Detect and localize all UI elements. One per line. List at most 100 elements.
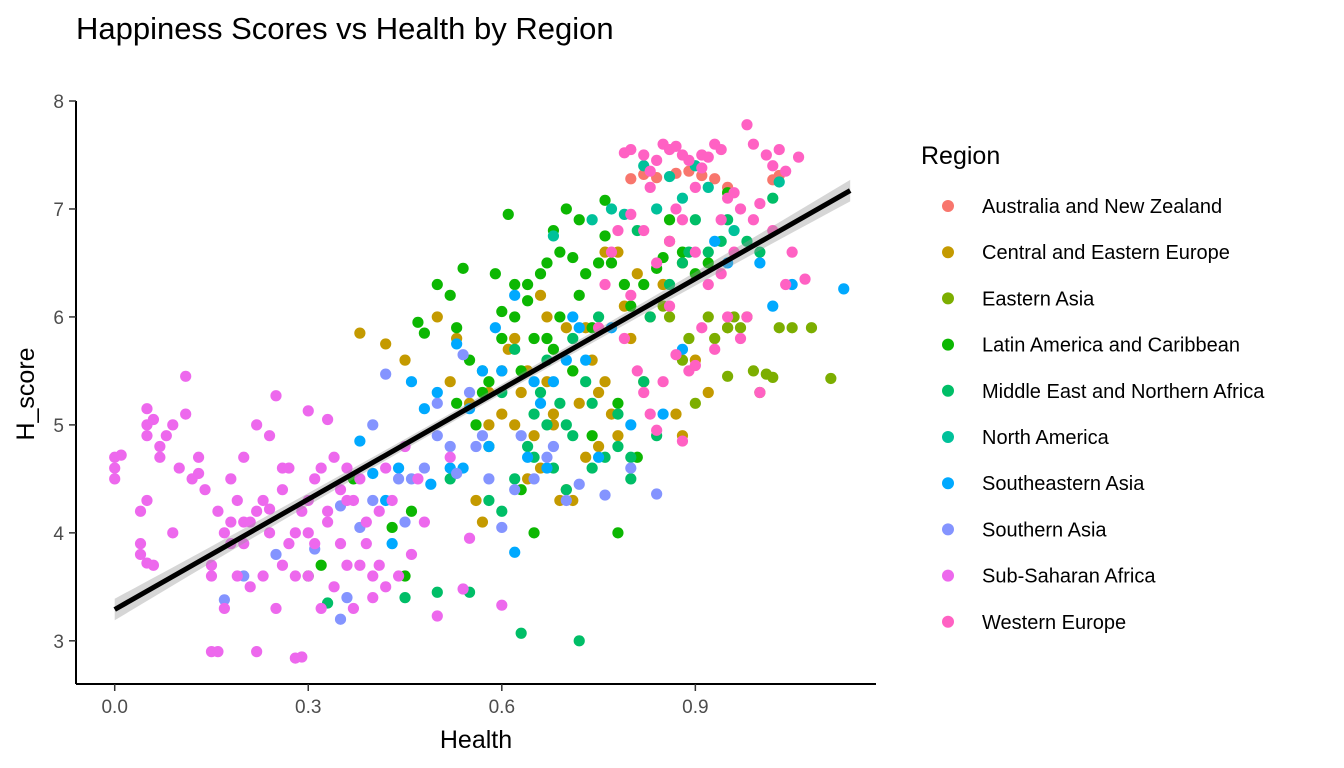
data-point bbox=[599, 376, 611, 388]
series-points bbox=[218, 349, 663, 625]
data-point bbox=[702, 311, 714, 323]
data-point bbox=[534, 268, 547, 280]
data-point bbox=[554, 397, 566, 409]
data-point bbox=[367, 570, 379, 582]
data-point bbox=[573, 214, 585, 226]
y-tick-label: 5 bbox=[53, 416, 64, 437]
data-point bbox=[367, 592, 379, 604]
legend-label: Middle East and Northern Africa bbox=[982, 381, 1265, 403]
data-point bbox=[522, 440, 534, 453]
data-point bbox=[515, 430, 527, 442]
data-point bbox=[618, 278, 630, 291]
data-point bbox=[509, 332, 521, 345]
data-point bbox=[534, 289, 547, 301]
data-point bbox=[625, 300, 637, 312]
data-point bbox=[663, 170, 676, 183]
data-point bbox=[702, 278, 714, 291]
data-point bbox=[392, 570, 405, 582]
data-point bbox=[328, 451, 340, 463]
data-point bbox=[399, 354, 411, 366]
data-point bbox=[580, 376, 592, 388]
data-point bbox=[276, 484, 289, 496]
data-point bbox=[670, 349, 682, 361]
data-point bbox=[218, 602, 230, 615]
data-point bbox=[541, 332, 553, 345]
legend-label: Eastern Asia bbox=[982, 288, 1095, 310]
data-point bbox=[496, 408, 508, 420]
data-point bbox=[218, 594, 230, 606]
data-point bbox=[192, 451, 205, 463]
data-point bbox=[238, 516, 250, 528]
data-point bbox=[509, 289, 521, 301]
data-point bbox=[412, 473, 424, 485]
x-tick-label: 0.6 bbox=[489, 697, 515, 718]
data-point bbox=[392, 473, 405, 485]
data-point bbox=[592, 451, 605, 463]
data-point bbox=[734, 322, 747, 334]
data-point bbox=[431, 610, 443, 622]
data-point bbox=[418, 462, 430, 474]
data-point bbox=[663, 214, 676, 226]
data-point bbox=[380, 462, 392, 474]
data-point bbox=[780, 278, 792, 291]
legend-swatch bbox=[942, 431, 954, 443]
data-point bbox=[328, 581, 340, 593]
data-point bbox=[431, 278, 443, 291]
data-point bbox=[483, 440, 495, 453]
data-point bbox=[612, 224, 624, 237]
data-point bbox=[722, 370, 734, 382]
data-point bbox=[586, 397, 598, 409]
data-point bbox=[638, 278, 650, 291]
data-point bbox=[638, 149, 650, 161]
data-point bbox=[322, 413, 334, 426]
data-point bbox=[173, 462, 185, 474]
data-point bbox=[567, 365, 579, 377]
data-point bbox=[702, 151, 714, 163]
data-point bbox=[689, 246, 701, 258]
data-point bbox=[715, 268, 727, 280]
legend-swatch bbox=[942, 246, 954, 259]
data-point bbox=[341, 494, 353, 507]
data-point bbox=[386, 521, 398, 534]
data-point bbox=[470, 440, 482, 453]
data-point bbox=[612, 440, 624, 453]
x-axis-ticks: 0.0 0.3 0.6 0.9 bbox=[101, 684, 709, 718]
data-point bbox=[315, 559, 327, 571]
data-point bbox=[767, 160, 779, 172]
data-point bbox=[657, 376, 669, 388]
data-point bbox=[605, 203, 618, 215]
data-point bbox=[444, 376, 456, 388]
data-point bbox=[651, 488, 663, 500]
data-point bbox=[263, 430, 276, 442]
data-point bbox=[509, 419, 521, 431]
data-point bbox=[786, 322, 798, 334]
data-point bbox=[231, 570, 243, 582]
data-point bbox=[431, 397, 443, 409]
legend-items: Australia and New Zealand Central and Eas… bbox=[942, 196, 1265, 634]
data-point bbox=[541, 462, 553, 474]
x-tick-label: 0.9 bbox=[682, 697, 708, 718]
legend-label: Western Europe bbox=[982, 612, 1126, 634]
data-point bbox=[560, 203, 572, 215]
data-point bbox=[134, 548, 147, 561]
data-point bbox=[625, 473, 637, 485]
data-point bbox=[418, 403, 430, 415]
data-point bbox=[625, 451, 637, 463]
data-point bbox=[780, 165, 792, 177]
data-point bbox=[599, 489, 611, 501]
data-point bbox=[457, 349, 469, 361]
data-point bbox=[599, 194, 611, 206]
y-axis-ticks: 3 4 5 6 7 8 bbox=[53, 92, 76, 653]
data-point bbox=[322, 505, 334, 517]
data-point bbox=[431, 586, 443, 598]
data-point bbox=[212, 646, 224, 658]
data-point bbox=[528, 527, 540, 539]
data-point bbox=[651, 203, 663, 215]
data-point bbox=[663, 235, 676, 247]
data-point bbox=[444, 289, 456, 301]
data-point bbox=[199, 484, 211, 496]
data-point bbox=[567, 251, 579, 264]
data-point bbox=[670, 408, 682, 420]
legend-swatch bbox=[942, 523, 954, 536]
data-point bbox=[612, 397, 624, 409]
